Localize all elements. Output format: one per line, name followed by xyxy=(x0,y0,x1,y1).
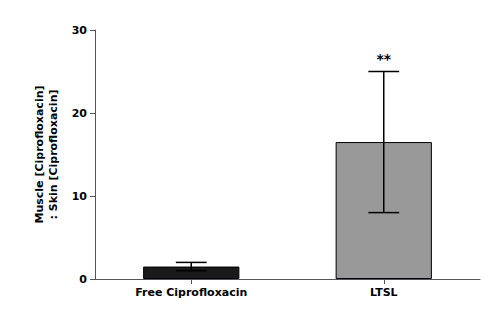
svg-text:**: ** xyxy=(376,51,391,67)
svg-text:: Skin [Ciprofloxacin]: : Skin [Ciprofloxacin] xyxy=(47,89,60,219)
svg-text:30: 30 xyxy=(72,24,88,37)
svg-text:0: 0 xyxy=(79,273,87,286)
svg-text:Muscle [Ciprofloxacin]: Muscle [Ciprofloxacin] xyxy=(33,85,46,223)
svg-text:LTSL: LTSL xyxy=(370,286,398,299)
svg-text:20: 20 xyxy=(72,107,88,120)
svg-text:10: 10 xyxy=(72,190,88,203)
svg-text:Free Ciprofloxacin: Free Ciprofloxacin xyxy=(135,286,247,299)
